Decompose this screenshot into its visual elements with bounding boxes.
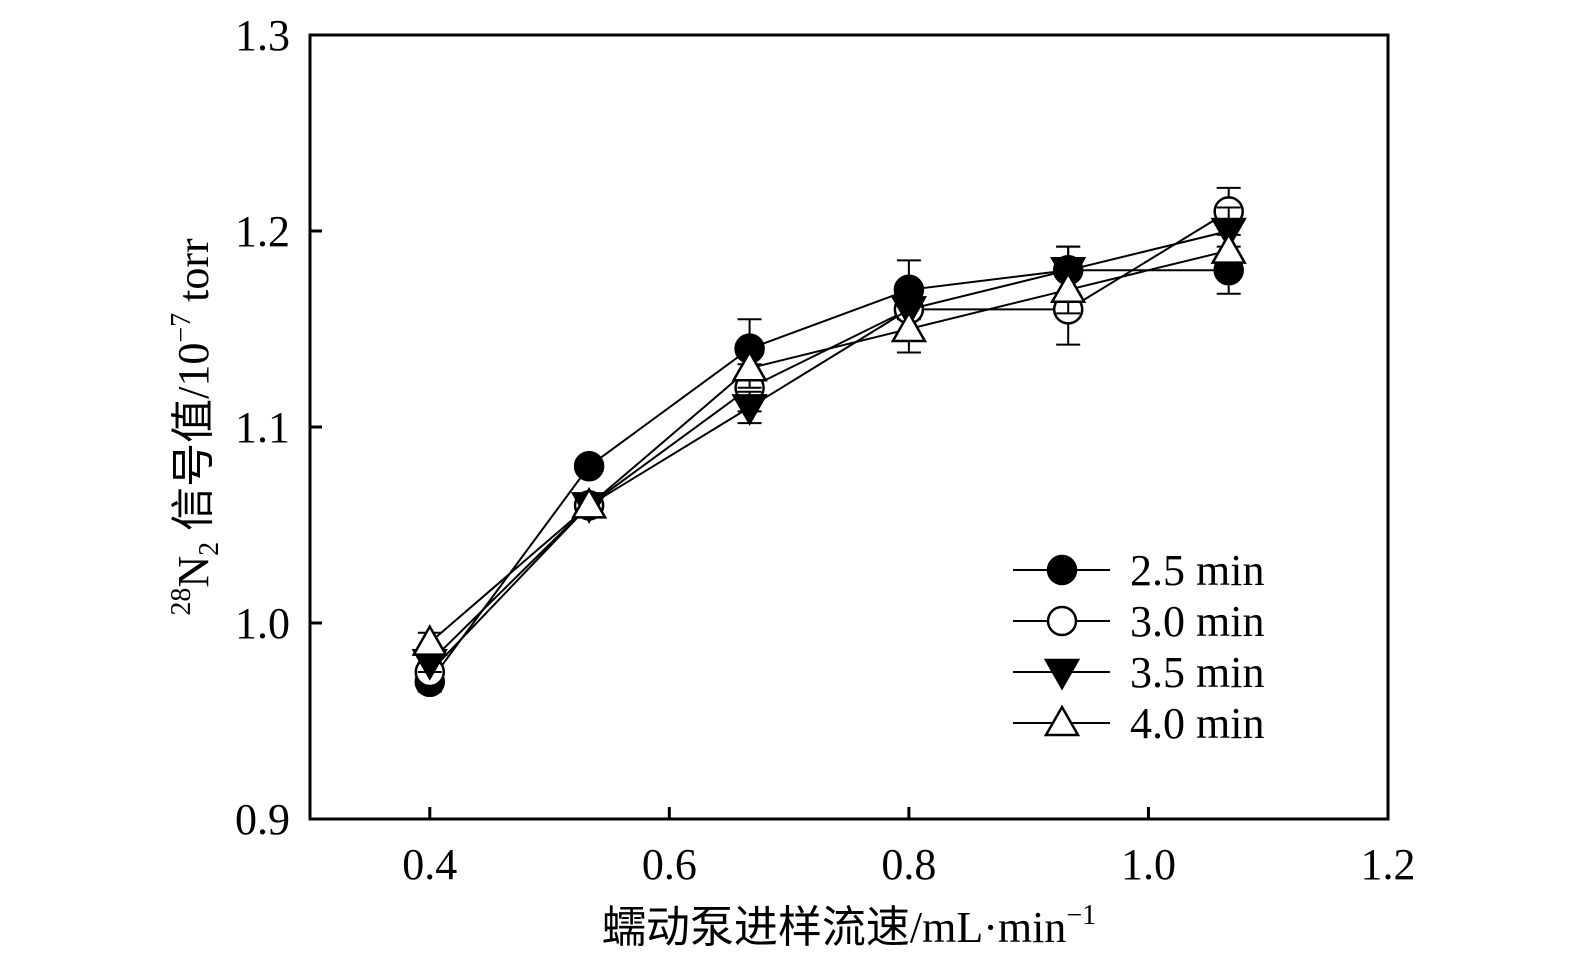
x-tick-label: 1.0	[1121, 840, 1176, 889]
y-axis-title-superscript: −7	[166, 313, 197, 343]
y-tick-label: 0.9	[235, 795, 290, 844]
y-axis-title-main: N	[169, 556, 218, 588]
legend-label: 3.0 min	[1130, 597, 1264, 646]
data-point	[1050, 271, 1087, 304]
x-tick-label: 0.8	[881, 840, 936, 889]
data-point	[1210, 232, 1247, 264]
x-tick-label: 0.4	[402, 840, 457, 889]
data-point	[411, 624, 448, 656]
y-axis-title-rest: 信号值/10	[169, 343, 218, 542]
data-point	[570, 486, 608, 519]
legend-entry: 2.5 min	[1013, 546, 1264, 595]
y-tick-label: 1.0	[235, 599, 290, 648]
data-point	[731, 349, 768, 382]
y-axis-title-unit: torr	[169, 238, 218, 313]
x-axis-title-superscript: −1	[1066, 900, 1096, 931]
legend-label: 4.0 min	[1130, 699, 1264, 748]
legend-label: 3.5 min	[1130, 648, 1264, 697]
legend-entry: 4.0 min	[1013, 699, 1264, 748]
data-point	[731, 394, 768, 426]
y-axis-title-subscript: 2	[194, 542, 225, 556]
y-axis-title: 28N2 信号值/10−7 torr	[166, 238, 225, 616]
series-layer	[411, 186, 1247, 698]
series-line	[428, 269, 1229, 683]
series-line	[429, 230, 1229, 663]
y-axis-ticks: 0.9 1.0 1.1 1.2 1.3	[235, 11, 322, 844]
series-3.0-min	[414, 186, 1244, 688]
legend-entry: 3.5 min	[1013, 648, 1264, 697]
legend-label: 2.5 min	[1130, 546, 1264, 595]
x-tick-label: 1.2	[1361, 840, 1416, 889]
data-point	[890, 310, 928, 343]
legend-marker	[1046, 605, 1078, 637]
series-2.5-min	[414, 245, 1244, 698]
data-point	[573, 450, 605, 482]
series-line	[429, 249, 1229, 644]
legend-marker	[1043, 704, 1081, 737]
y-tick-label: 1.1	[235, 403, 290, 452]
legend-marker	[1043, 658, 1081, 691]
legend-marker	[1046, 554, 1078, 586]
x-axis-ticks: 0.4 0.6 0.8 1.0 1.2	[402, 807, 1416, 889]
x-tick-label: 0.6	[642, 840, 697, 889]
x-axis-title: 蠕动泵进样流速/mL·min−1	[602, 900, 1096, 952]
y-axis-title-prefix-superscript: 28	[166, 588, 197, 616]
series-4.0-min	[411, 226, 1247, 656]
y-tick-label: 1.3	[235, 11, 290, 60]
legend-entry: 3.0 min	[1013, 597, 1264, 646]
x-axis-title-main: 蠕动泵进样流速/mL·min	[602, 903, 1066, 952]
y-tick-label: 1.2	[235, 207, 290, 256]
